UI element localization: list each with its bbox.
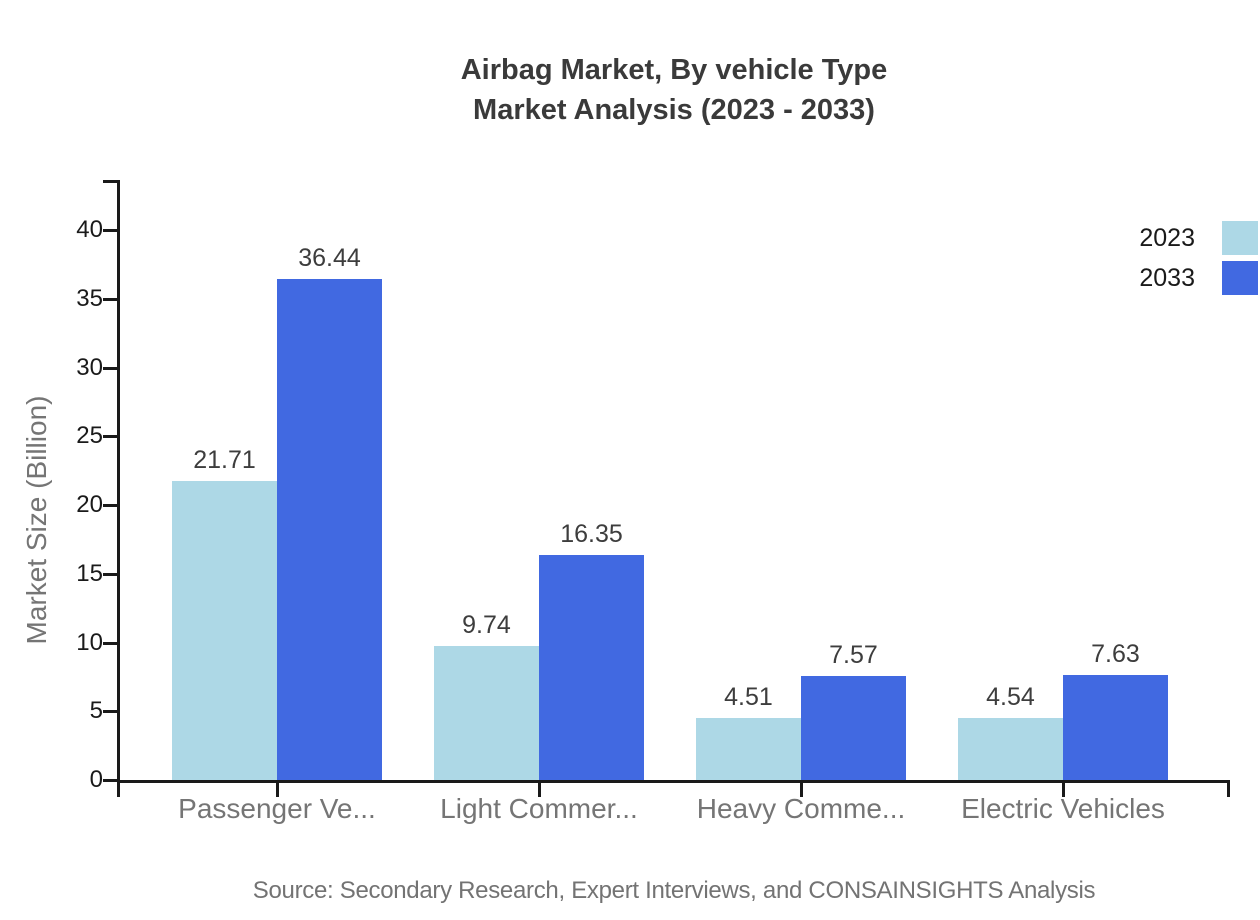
bar-2033-3: [801, 675, 906, 780]
x-tick: [276, 783, 279, 797]
x-axis-category-label: Light Commer...: [440, 793, 638, 824]
y-tick: [103, 572, 117, 576]
chart-title: Airbag Market, By vehicle Type Market An…: [120, 50, 1228, 130]
bar-2033-2: [539, 555, 644, 780]
legend-swatch: [1222, 261, 1258, 295]
x-axis-line: [117, 780, 1230, 783]
legend-item-2033: 2033: [1139, 261, 1258, 295]
y-tick-label: 5: [89, 697, 103, 725]
y-tick: [103, 710, 117, 714]
bar-2033-1: [277, 278, 382, 780]
bar-value-label: 16.35: [560, 520, 623, 549]
source-note: Source: Secondary Research, Expert Inter…: [252, 877, 1096, 904]
bar-value-label: 4.51: [724, 682, 773, 711]
x-axis-end-cap: [1227, 783, 1230, 797]
x-axis-category-label: Heavy Comme...: [696, 793, 906, 824]
y-tick-label: 25: [76, 422, 103, 450]
y-tick: [103, 641, 117, 645]
bar-value-label: 7.57: [829, 640, 878, 669]
bar-value-label: 7.63: [1091, 640, 1140, 669]
x-tick: [1062, 783, 1065, 797]
y-tick: [103, 779, 117, 782]
chart-title-line1: Airbag Market, By vehicle Type: [460, 54, 888, 86]
legend-swatch: [1222, 221, 1258, 255]
x-axis-category-label: Electric Vehicles: [961, 793, 1165, 824]
bar-2023-2: [434, 646, 539, 780]
bar-value-label: 21.71: [193, 446, 256, 475]
bar-value-label: 9.74: [462, 611, 511, 640]
y-tick: [103, 366, 117, 370]
legend: 2023 2033: [1139, 221, 1258, 301]
x-tick: [117, 783, 120, 797]
bar-2023-4: [958, 717, 1063, 780]
legend-label: 2033: [1139, 263, 1195, 292]
bar-value-label: 36.44: [298, 243, 361, 272]
y-axis-line: [117, 180, 120, 783]
y-tick-label: 20: [76, 491, 103, 518]
y-tick-label: 15: [76, 559, 103, 587]
y-tick: [103, 229, 117, 232]
y-tick: [103, 435, 117, 439]
y-tick-label: 35: [76, 284, 103, 312]
legend-item-2023: 2023: [1139, 221, 1258, 255]
y-axis-end-cap: [103, 180, 117, 183]
x-tick: [538, 783, 541, 797]
y-tick-label: 10: [76, 628, 103, 656]
y-tick: [103, 297, 117, 301]
y-tick: [103, 504, 117, 507]
bar-value-label: 4.54: [986, 682, 1035, 711]
chart-title-line2: Market Analysis (2023 - 2033): [473, 94, 875, 126]
bar-2023-3: [696, 717, 801, 780]
legend-label: 2023: [1139, 223, 1195, 252]
y-tick-label: 30: [76, 353, 103, 381]
x-axis-category-label: Passenger Ve...: [178, 793, 376, 824]
bar-2023-1: [172, 481, 277, 780]
bar-2033-4: [1063, 675, 1168, 780]
y-tick-label: 0: [89, 766, 103, 793]
y-tick-label: 40: [76, 216, 103, 243]
x-tick: [800, 783, 803, 797]
